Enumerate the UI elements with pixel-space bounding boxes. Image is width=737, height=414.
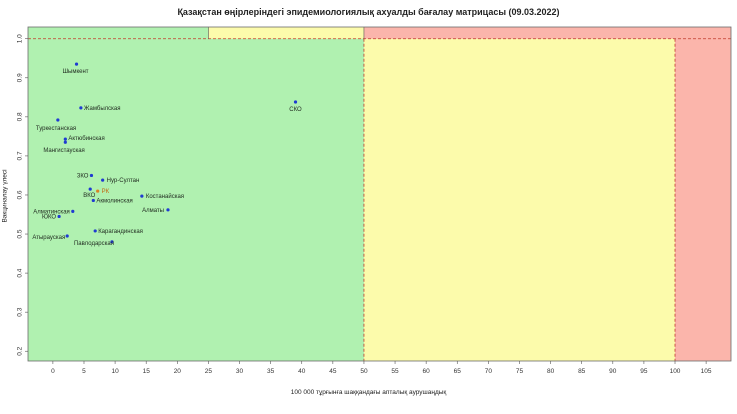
point-label: Актюбинская bbox=[68, 136, 104, 142]
x-tick-label: 40 bbox=[298, 368, 306, 375]
point-label: Туркестанская bbox=[36, 126, 76, 132]
point-Туркестанская bbox=[56, 118, 60, 122]
y-tick-label: 0.2 bbox=[17, 346, 24, 355]
x-tick-label: 0 bbox=[51, 368, 55, 375]
point-label: ЮКО bbox=[42, 214, 56, 220]
point-label: Алматы bbox=[142, 208, 164, 214]
y-tick-label: 0.8 bbox=[17, 112, 24, 121]
x-axis-label: 100 000 тұрғынға шаққандағы апталық ауру… bbox=[290, 389, 447, 396]
y-tick-label: 0.5 bbox=[17, 229, 24, 238]
point-label: Шымкент bbox=[63, 69, 89, 75]
point-Актюбинская bbox=[63, 137, 67, 141]
risk-zones bbox=[28, 27, 731, 361]
y-axis-label: Вакциналау үлесі bbox=[1, 169, 9, 223]
y-tick-label: 0.7 bbox=[17, 151, 24, 160]
point-label: ЗКО bbox=[77, 173, 89, 179]
point-label: Нур-Султан bbox=[107, 178, 140, 184]
zone-green-top bbox=[28, 27, 209, 39]
x-tick-label: 105 bbox=[701, 368, 712, 375]
point-label: Акмолинская bbox=[96, 198, 132, 204]
y-tick-label: 0.9 bbox=[17, 73, 24, 82]
x-tick-label: 60 bbox=[423, 368, 431, 375]
x-tick-label: 10 bbox=[111, 368, 119, 375]
point-Алматы bbox=[166, 208, 170, 212]
point-label: ВКО bbox=[83, 193, 95, 199]
y-tick-label: 0.3 bbox=[17, 307, 24, 316]
point-ЗКО bbox=[89, 173, 94, 178]
x-tick-label: 95 bbox=[640, 368, 648, 375]
point-Костанайская bbox=[140, 194, 144, 198]
plot-frame bbox=[27, 26, 732, 362]
point-label: РК bbox=[102, 189, 110, 195]
point-Нур-Султан bbox=[101, 178, 105, 182]
y-tick-label: 1.0 bbox=[17, 34, 24, 43]
point-ЮКО bbox=[57, 214, 61, 219]
point-Карагандинская bbox=[93, 229, 97, 233]
y-tick-label: 0.6 bbox=[17, 190, 24, 199]
point-label: Алматинская bbox=[33, 209, 70, 215]
point-label: Карагандинская bbox=[98, 229, 143, 235]
x-tick-label: 85 bbox=[578, 368, 586, 375]
point-СКО bbox=[293, 100, 298, 104]
x-tick-label: 65 bbox=[454, 368, 462, 375]
x-tick-label: 70 bbox=[485, 368, 493, 375]
x-tick-label: 75 bbox=[516, 368, 524, 375]
x-tick-label: 80 bbox=[547, 368, 555, 375]
x-tick-label: 15 bbox=[143, 368, 151, 375]
point-Жамбылская bbox=[79, 106, 83, 110]
data-points: Шымкент СКО Жамбылская Туркестанская Актюбин… bbox=[32, 62, 302, 247]
point-Шымкент bbox=[74, 62, 79, 66]
point-Алматинская bbox=[71, 209, 75, 213]
x-tick-label: 35 bbox=[267, 368, 275, 375]
point-label: СКО bbox=[289, 107, 302, 113]
x-tick-label: 100 bbox=[670, 368, 681, 375]
point-label: Жамбылская bbox=[84, 106, 121, 112]
x-tick-label: 20 bbox=[174, 368, 182, 375]
y-tick-label: 0.4 bbox=[17, 268, 24, 277]
point-Атырауская bbox=[65, 234, 69, 238]
x-tick-label: 30 bbox=[236, 368, 244, 375]
point-Мангистауская bbox=[63, 140, 67, 144]
chart-title: Қазақстан өңірлеріндегі эпидемиологиялық… bbox=[177, 7, 560, 17]
x-tick-label: 50 bbox=[360, 368, 368, 375]
point-label: Атырауская bbox=[32, 235, 65, 241]
zone-red-right bbox=[675, 27, 731, 361]
point-label: Павлодарская bbox=[74, 241, 114, 247]
threshold-lines bbox=[28, 27, 731, 361]
point-label: Костанайская bbox=[146, 193, 184, 200]
axes: 0 5 10 15 20 25 30 35 40 45 50 55 60 65 70 75 80 85 90 95 10… bbox=[17, 34, 712, 375]
zone-green bbox=[28, 38, 364, 361]
x-tick-label: 45 bbox=[329, 368, 337, 375]
x-tick-label: 5 bbox=[82, 368, 86, 375]
x-tick-label: 25 bbox=[205, 368, 213, 375]
point-Павлодарская bbox=[110, 240, 114, 244]
zone-red-top bbox=[363, 27, 731, 39]
point-Акмолинская bbox=[91, 198, 95, 203]
x-tick-label: 90 bbox=[609, 368, 617, 375]
point-label: Мангистауская bbox=[43, 148, 84, 154]
point-ВКО bbox=[88, 187, 92, 191]
point-РК bbox=[96, 189, 100, 193]
x-tick-label: 55 bbox=[391, 368, 399, 375]
